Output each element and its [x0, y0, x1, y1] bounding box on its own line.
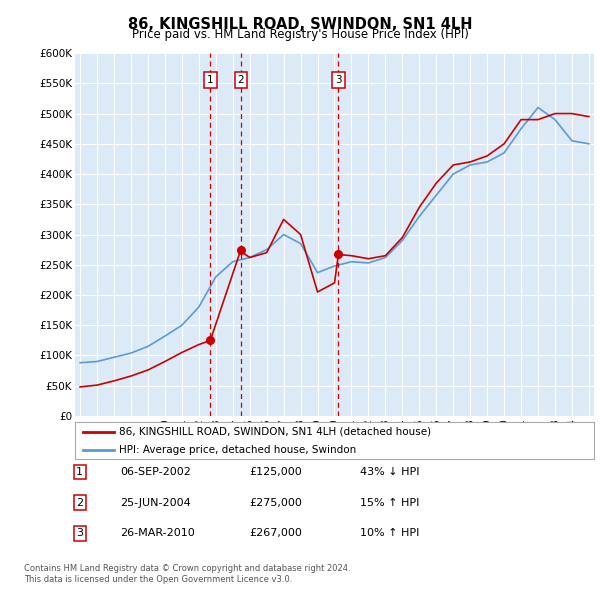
Text: £125,000: £125,000	[249, 467, 302, 477]
Text: 2: 2	[238, 76, 244, 86]
Text: 1: 1	[207, 76, 214, 86]
Text: 26-MAR-2010: 26-MAR-2010	[120, 529, 195, 538]
Text: 43% ↓ HPI: 43% ↓ HPI	[360, 467, 419, 477]
Text: 1: 1	[76, 467, 83, 477]
Text: 3: 3	[335, 76, 342, 86]
Text: 86, KINGSHILL ROAD, SWINDON, SN1 4LH: 86, KINGSHILL ROAD, SWINDON, SN1 4LH	[128, 17, 472, 31]
Text: HPI: Average price, detached house, Swindon: HPI: Average price, detached house, Swin…	[119, 445, 356, 455]
Text: This data is licensed under the Open Government Licence v3.0.: This data is licensed under the Open Gov…	[24, 575, 292, 584]
Text: 06-SEP-2002: 06-SEP-2002	[120, 467, 191, 477]
Text: £267,000: £267,000	[249, 529, 302, 538]
Text: 3: 3	[76, 529, 83, 538]
Text: 25-JUN-2004: 25-JUN-2004	[120, 498, 191, 507]
Text: Price paid vs. HM Land Registry's House Price Index (HPI): Price paid vs. HM Land Registry's House …	[131, 28, 469, 41]
Text: 15% ↑ HPI: 15% ↑ HPI	[360, 498, 419, 507]
Text: 86, KINGSHILL ROAD, SWINDON, SN1 4LH (detached house): 86, KINGSHILL ROAD, SWINDON, SN1 4LH (de…	[119, 427, 431, 437]
Text: 2: 2	[76, 498, 83, 507]
Text: £275,000: £275,000	[249, 498, 302, 507]
Text: 10% ↑ HPI: 10% ↑ HPI	[360, 529, 419, 538]
Text: Contains HM Land Registry data © Crown copyright and database right 2024.: Contains HM Land Registry data © Crown c…	[24, 565, 350, 573]
